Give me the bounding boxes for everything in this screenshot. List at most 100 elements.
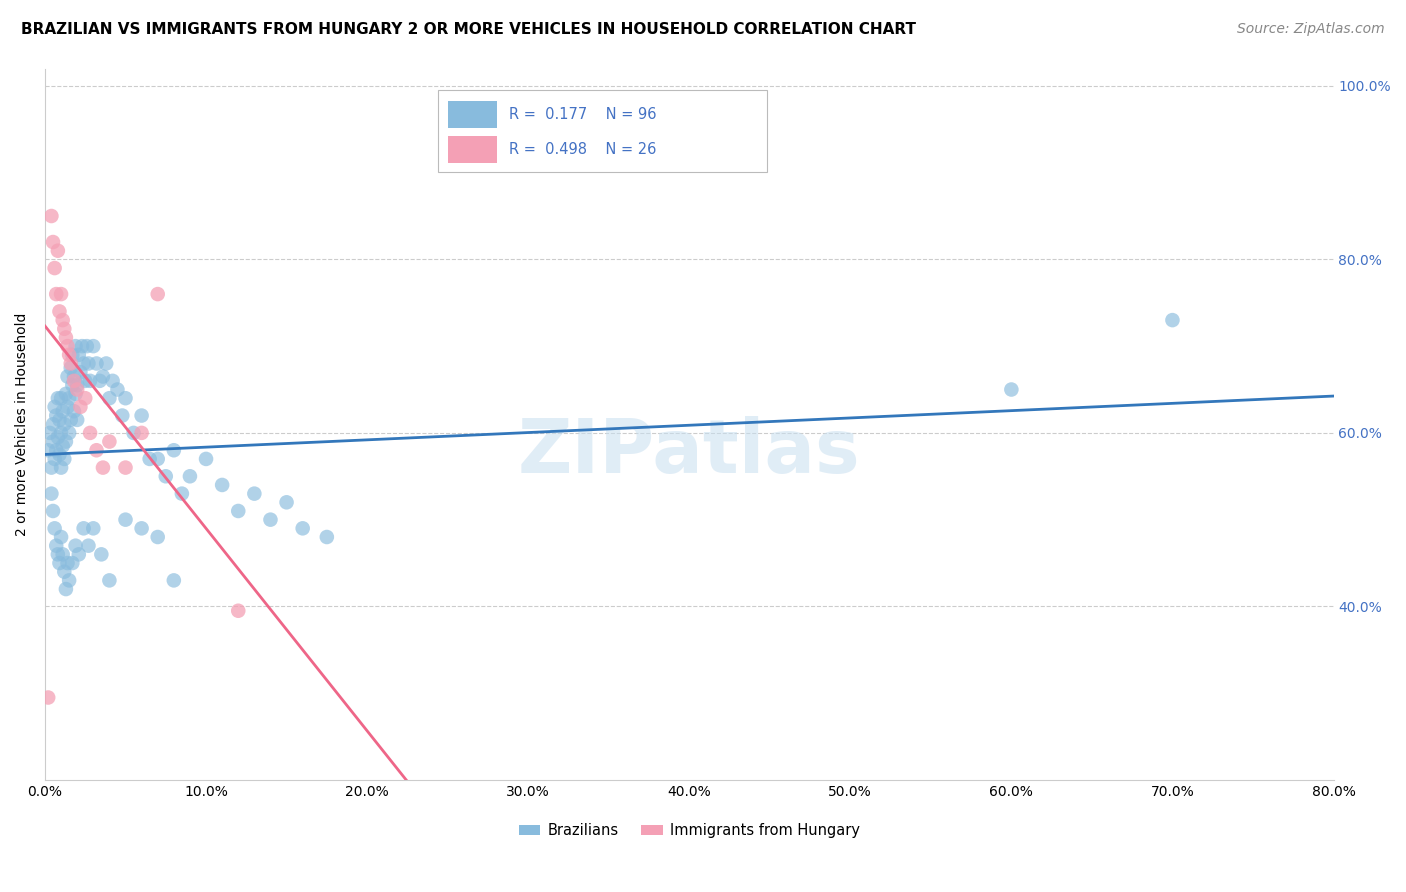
Point — [60, 348, 83, 362]
Point — [114, 460, 136, 475]
Point — [72, 357, 94, 371]
Point — [46, 391, 69, 405]
Point — [98, 391, 121, 405]
Point — [45, 287, 67, 301]
Point — [63, 374, 86, 388]
Point — [79, 425, 101, 440]
Point — [146, 287, 169, 301]
Point — [52, 547, 75, 561]
Point — [114, 391, 136, 405]
Point — [65, 387, 87, 401]
Point — [42, 504, 65, 518]
Point — [60, 378, 83, 392]
Point — [45, 539, 67, 553]
Point — [82, 521, 104, 535]
Point — [98, 434, 121, 449]
Point — [42, 235, 65, 249]
Text: Source: ZipAtlas.com: Source: ZipAtlas.com — [1237, 22, 1385, 37]
Point — [75, 391, 97, 405]
Point — [70, 339, 93, 353]
Point — [49, 287, 72, 301]
Point — [86, 357, 108, 371]
Point — [77, 357, 100, 371]
Point — [44, 261, 66, 276]
Text: BRAZILIAN VS IMMIGRANTS FROM HUNGARY 2 OR MORE VEHICLES IN HOUSEHOLD CORRELATION: BRAZILIAN VS IMMIGRANTS FROM HUNGARY 2 O… — [21, 22, 917, 37]
Point — [67, 348, 90, 362]
Point — [79, 374, 101, 388]
Point — [44, 400, 66, 414]
Point — [59, 357, 82, 371]
Point — [122, 425, 145, 440]
Point — [58, 425, 80, 440]
Point — [46, 547, 69, 561]
Point — [66, 378, 89, 392]
Point — [42, 434, 65, 449]
Point — [63, 369, 86, 384]
Point — [59, 360, 82, 375]
Text: ZIPatlas: ZIPatlas — [517, 417, 860, 489]
Point — [41, 460, 63, 475]
Point — [131, 425, 153, 440]
Point — [96, 357, 118, 371]
Point — [163, 574, 186, 588]
Point — [226, 604, 249, 618]
Point — [45, 409, 67, 423]
Point — [67, 547, 90, 561]
Point — [41, 486, 63, 500]
Point — [226, 504, 249, 518]
Point — [53, 322, 76, 336]
Point — [89, 374, 111, 388]
Point — [276, 495, 298, 509]
Point — [55, 582, 77, 596]
Point — [56, 556, 79, 570]
Point — [195, 451, 218, 466]
Point — [48, 413, 70, 427]
Point — [49, 460, 72, 475]
Point — [52, 439, 75, 453]
Point — [170, 486, 193, 500]
Point — [58, 391, 80, 405]
Y-axis label: 2 or more Vehicles in Household: 2 or more Vehicles in Household — [15, 312, 30, 536]
Point — [131, 521, 153, 535]
Point — [111, 409, 134, 423]
Point — [75, 374, 97, 388]
Point — [63, 404, 86, 418]
Point — [66, 413, 89, 427]
Point — [211, 478, 233, 492]
Point — [101, 374, 124, 388]
Point — [82, 339, 104, 353]
Point — [138, 451, 160, 466]
Point — [65, 539, 87, 553]
Point — [37, 690, 59, 705]
Point — [49, 391, 72, 405]
Point — [45, 443, 67, 458]
Point — [65, 339, 87, 353]
Point — [58, 574, 80, 588]
FancyBboxPatch shape — [449, 136, 498, 163]
Point — [163, 443, 186, 458]
Point — [76, 339, 98, 353]
Point — [243, 486, 266, 500]
FancyBboxPatch shape — [439, 90, 766, 171]
Point — [52, 404, 75, 418]
Point — [259, 513, 281, 527]
Point — [48, 448, 70, 462]
Point — [146, 530, 169, 544]
Point — [60, 556, 83, 570]
Point — [42, 417, 65, 432]
Point — [91, 369, 114, 384]
Point — [49, 530, 72, 544]
Point — [66, 383, 89, 397]
Point — [114, 513, 136, 527]
Point — [53, 451, 76, 466]
Point — [1161, 313, 1184, 327]
Point — [48, 304, 70, 318]
Point — [37, 443, 59, 458]
Point — [86, 443, 108, 458]
Point — [53, 565, 76, 579]
FancyBboxPatch shape — [449, 101, 498, 128]
Point — [179, 469, 201, 483]
Point — [52, 313, 75, 327]
Point — [56, 400, 79, 414]
Point — [41, 209, 63, 223]
